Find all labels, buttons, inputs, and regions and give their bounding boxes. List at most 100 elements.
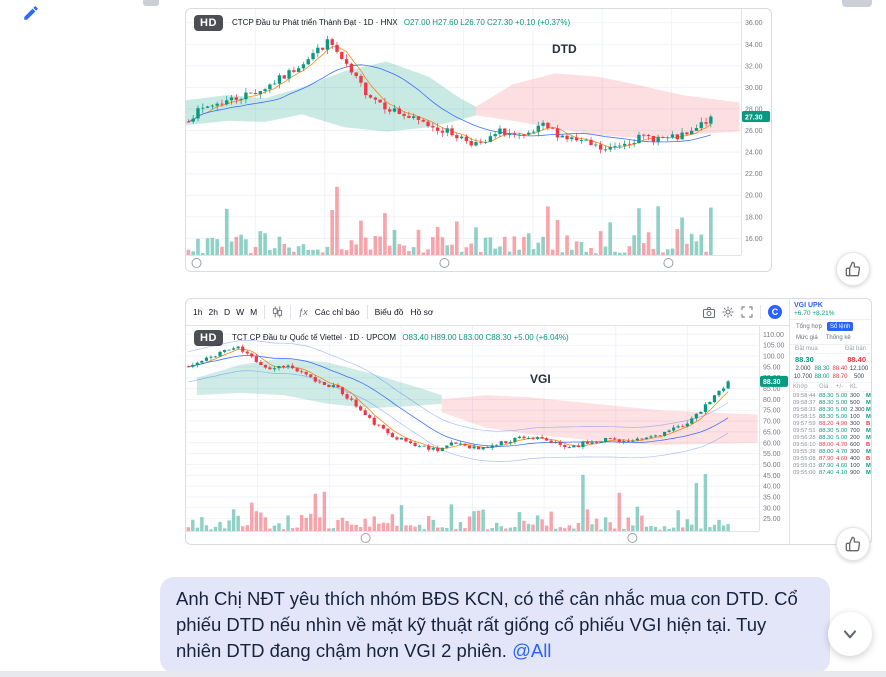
svg-text:85.00: 85.00 bbox=[763, 386, 781, 393]
svg-text:22.00: 22.00 bbox=[745, 171, 763, 178]
svg-text:105.00: 105.00 bbox=[763, 343, 785, 350]
vgi-price-chart[interactable]: 110.00105.00100.0095.0090.0085.0080.0075… bbox=[186, 326, 789, 545]
layout-button[interactable]: Biểu đồ bbox=[374, 307, 404, 317]
svg-text:55.00: 55.00 bbox=[763, 451, 781, 458]
svg-text:DTD: DTD bbox=[552, 42, 577, 56]
dtd-price-chart[interactable]: 36.00 34.00 32.00 30.00 28.00 26.00 24.00 22.00… bbox=[186, 9, 771, 271]
candle-style-icon[interactable] bbox=[272, 306, 283, 318]
order-book-row: 10.700 88.00 88.70 500 bbox=[793, 374, 864, 380]
symbol-title: CTCP Đầu tư Phát triển Thành Đạt · 1D · … bbox=[232, 18, 398, 27]
panel-tab[interactable]: Thống kê bbox=[825, 334, 851, 341]
indicators-button[interactable]: Các chỉ báo bbox=[314, 307, 360, 317]
order-book-row: 2.000 88.30 88.40 12.100 bbox=[795, 366, 869, 372]
interval-1h[interactable]: 1h bbox=[193, 307, 203, 317]
like-reaction-button[interactable] bbox=[836, 252, 870, 286]
best-bid-ask: 88.30 88.40 bbox=[790, 354, 871, 365]
best-ask: 88.40 bbox=[847, 355, 866, 364]
interval-M[interactable]: M bbox=[250, 307, 258, 317]
svg-text:50.00: 50.00 bbox=[763, 462, 781, 469]
order-book: 2.000 88.30 88.40 12.100 10.700 88.00 88.70 500 bbox=[790, 365, 871, 381]
time-sales-row: 09:58:44 88.30 5.00 300 M bbox=[793, 392, 871, 399]
panel-symbol[interactable]: VGI UPK bbox=[794, 302, 823, 309]
time-sales-row: 09:57:59 88.20 4.90 300 B bbox=[793, 420, 871, 427]
interval-2h[interactable]: 2h bbox=[208, 307, 218, 317]
vgi-chart-message[interactable]: 1h 2h D W M ƒx Các chỉ báo Biểu đồ Hồ sơ bbox=[185, 298, 872, 545]
vgi-chart-area: HD TCT CP Đầu tư Quốc tế Viettel · 1D · … bbox=[186, 326, 789, 545]
chart-legend: CTCP Đầu tư Phát triển Thành Đạt · 1D · … bbox=[232, 18, 570, 27]
bid-header: Đặt mua bbox=[795, 346, 818, 352]
svg-text:16.00: 16.00 bbox=[745, 236, 763, 243]
toolbar-divider bbox=[366, 305, 368, 319]
tradingview-toolbar: 1h 2h D W M ƒx Các chỉ báo Biểu đồ Hồ sơ bbox=[186, 299, 789, 326]
svg-text:80.00: 80.00 bbox=[763, 397, 781, 404]
panel-header: VGI UPK +6.70 +8.21% bbox=[790, 299, 871, 320]
mention-all-link[interactable]: @All bbox=[512, 640, 552, 661]
thumbs-up-icon bbox=[845, 261, 861, 277]
svg-text:34.00: 34.00 bbox=[745, 42, 763, 49]
settings-gear-icon[interactable] bbox=[722, 306, 734, 318]
svg-text:75.00: 75.00 bbox=[763, 408, 781, 415]
time-sales-row: 09:58:15 88.30 5.00 100 M bbox=[793, 413, 871, 420]
time-sales-row: 09:55:38 88.00 4.70 300 M bbox=[793, 448, 871, 455]
panel-tab[interactable]: Mức giá bbox=[796, 334, 818, 341]
symbol-title: TCT CP Đầu tư Quốc tế Viettel · 1D · UPC… bbox=[232, 333, 397, 342]
pencil-edit-icon[interactable] bbox=[22, 4, 40, 27]
svg-text:100.00: 100.00 bbox=[763, 354, 785, 361]
thumbs-up-icon bbox=[845, 536, 861, 552]
time-sales-row: 09:58:37 88.30 5.00 500 M bbox=[793, 399, 871, 406]
broker-logo[interactable]: C bbox=[768, 305, 782, 319]
toolbar-divider bbox=[760, 305, 761, 319]
svg-text:45.00: 45.00 bbox=[763, 473, 781, 480]
time-sales-row: 09:55:00 87.40 4.10 900 M bbox=[793, 469, 871, 476]
time-sales-row: 09:58:33 88.30 5.00 2.300 M bbox=[793, 406, 871, 413]
toolbar-divider bbox=[264, 305, 266, 319]
time-sales-row: 09:57:51 88.30 5.00 700 M bbox=[793, 427, 871, 434]
svg-text:27.30: 27.30 bbox=[745, 114, 763, 121]
time-sales: 09:58:44 88.30 5.00 300 M 09:58:37 88.30 5.00 50… bbox=[790, 392, 871, 476]
chat-message-bubble: Anh Chị NĐT yêu thích nhóm BĐS KCN, có t… bbox=[160, 577, 830, 673]
screenshot-camera-icon[interactable] bbox=[703, 306, 715, 318]
cropped-ui-fragment bbox=[143, 0, 159, 6]
message-text: Anh Chị NĐT yêu thích nhóm BĐS KCN, có t… bbox=[176, 588, 798, 661]
svg-text:18.00: 18.00 bbox=[745, 214, 763, 221]
dtd-chart-message[interactable]: HD CTCP Đầu tư Phát triển Thành Đạt · 1D… bbox=[185, 8, 772, 272]
fx-indicators-icon: ƒx bbox=[298, 307, 308, 317]
svg-text:25.00: 25.00 bbox=[763, 516, 781, 523]
interval-D[interactable]: D bbox=[223, 307, 231, 317]
scroll-to-bottom-button[interactable] bbox=[828, 612, 872, 656]
fullscreen-icon[interactable] bbox=[741, 306, 753, 318]
svg-text:110.00: 110.00 bbox=[763, 332, 784, 339]
chevron-down-icon bbox=[843, 630, 857, 639]
svg-text:30.00: 30.00 bbox=[763, 505, 781, 512]
time-sales-row: 09:56:28 88.30 5.00 200 M bbox=[793, 434, 871, 441]
panel-tab[interactable]: Tổng hợp bbox=[796, 323, 822, 330]
svg-text:35.00: 35.00 bbox=[763, 495, 781, 502]
hd-quality-badge[interactable]: HD bbox=[194, 330, 223, 346]
svg-text:60.00: 60.00 bbox=[763, 440, 781, 447]
ohlc-values: O83.40 H89.00 L83.00 C88.30 +5.00 (+6.04… bbox=[402, 333, 569, 342]
svg-text:20.00: 20.00 bbox=[745, 193, 763, 200]
profile-button[interactable]: Hồ sơ bbox=[410, 307, 434, 317]
svg-text:95.00: 95.00 bbox=[763, 364, 781, 371]
svg-text:70.00: 70.00 bbox=[763, 419, 781, 426]
interval-switcher: 1h 2h D W M bbox=[193, 307, 257, 317]
time-sales-row: 09:55:03 87.90 4.60 100 M bbox=[793, 462, 871, 469]
pencil-icon bbox=[24, 6, 38, 20]
like-reaction-button[interactable] bbox=[836, 527, 870, 561]
best-bid: 88.30 bbox=[795, 355, 814, 364]
svg-text:30.00: 30.00 bbox=[745, 85, 763, 92]
svg-text:88.30: 88.30 bbox=[763, 379, 781, 386]
ask-header: Đặt bán bbox=[844, 346, 866, 352]
svg-text:36.00: 36.00 bbox=[745, 20, 763, 27]
svg-text:65.00: 65.00 bbox=[763, 429, 781, 436]
panel-tab[interactable]: Sổ lệnh bbox=[826, 322, 854, 331]
order-book-headers: Đặt mua Đặt bán bbox=[790, 345, 871, 354]
time-sales-headers: Khớp Giá +/- KL bbox=[790, 382, 871, 392]
interval-W[interactable]: W bbox=[236, 307, 245, 317]
bottom-bar-edge bbox=[0, 671, 886, 677]
hd-quality-badge[interactable]: HD bbox=[194, 15, 223, 31]
toolbar-divider bbox=[290, 305, 292, 319]
svg-text:26.00: 26.00 bbox=[745, 128, 763, 135]
panel-change: +6.70 +8.21% bbox=[794, 310, 835, 317]
